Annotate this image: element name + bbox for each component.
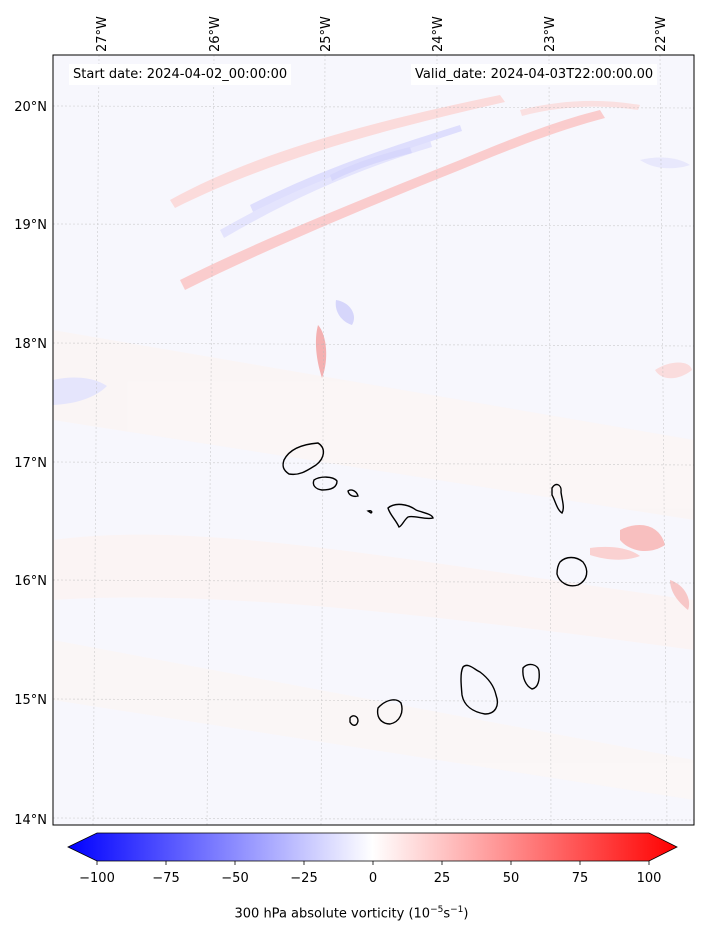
island-boa-vista [556, 556, 588, 587]
colorbar-tick-label: 0 [369, 871, 377, 886]
colorbar-label-mid: s [443, 906, 451, 922]
island-santiago [460, 664, 499, 715]
lat-label: 15°N [14, 693, 47, 708]
colorbar-tick-label: 75 [572, 871, 589, 886]
valid-date-text: Valid_date: 2024-04-03T22:00:00.00 [415, 67, 654, 82]
colorbar-tick-label: −50 [221, 871, 248, 886]
island-brava [349, 715, 359, 726]
lat-label: 18°N [14, 337, 47, 352]
colorbar: −100 −75 −50 −25 0 25 50 75 100 [67, 832, 678, 886]
lon-label: 25°W [319, 16, 334, 52]
lat-label: 17°N [14, 456, 47, 471]
coastlines [282, 442, 588, 726]
lat-label: 19°N [14, 218, 47, 233]
colorbar-label-exp2: −1 [450, 905, 464, 915]
colorbar-tick-label: −25 [290, 871, 317, 886]
vorticity-field [53, 95, 694, 800]
island-branco [366, 510, 373, 514]
island-santa-luzia [347, 489, 359, 498]
start-date-text: Start date: 2024-04-02_00:00:00 [73, 67, 288, 82]
colorbar-label: 300 hPa absolute vorticity (10−5s−1) [0, 905, 703, 921]
lat-label: 14°N [14, 813, 47, 828]
colorbar-tick-label: 25 [434, 871, 451, 886]
lon-label: 27°W [95, 16, 110, 52]
island-fogo [376, 699, 403, 725]
map-frame [52, 54, 695, 826]
island-sao-nicolau [387, 503, 434, 528]
colorbar-ticks [96, 861, 650, 865]
lat-tick-labels: 20°N 19°N 18°N 17°N 16°N 15°N 14°N [14, 100, 47, 828]
colorbar-label-exp1: −5 [430, 905, 444, 915]
gridlines [52, 54, 695, 826]
island-sao-vicente [312, 476, 338, 491]
lon-label: 24°W [431, 16, 446, 52]
colorbar-tick-label: 50 [503, 871, 520, 886]
lat-label: 16°N [14, 574, 47, 589]
island-santo-antao [282, 442, 325, 476]
lon-tick-labels: 27°W 26°W 25°W 24°W 23°W 22°W [95, 16, 669, 52]
island-maio [522, 663, 540, 690]
valid-date-label: Valid_date: 2024-04-03T22:00:00.00 [411, 64, 658, 85]
colorbar-tick-label: 100 [637, 871, 662, 886]
colorbar-tick-label: −100 [79, 871, 115, 886]
start-date-label: Start date: 2024-04-02_00:00:00 [69, 64, 292, 85]
colorbar-bar [67, 832, 678, 862]
colorbar-label-prefix: 300 hPa absolute vorticity (10 [234, 906, 431, 922]
island-sal [551, 483, 564, 514]
lon-label: 22°W [654, 16, 669, 52]
lon-label: 26°W [208, 16, 223, 52]
colorbar-label-suffix: ) [463, 906, 469, 922]
lat-label: 20°N [14, 100, 47, 115]
colorbar-tick-label: −75 [152, 871, 179, 886]
lon-label: 23°W [543, 16, 558, 52]
